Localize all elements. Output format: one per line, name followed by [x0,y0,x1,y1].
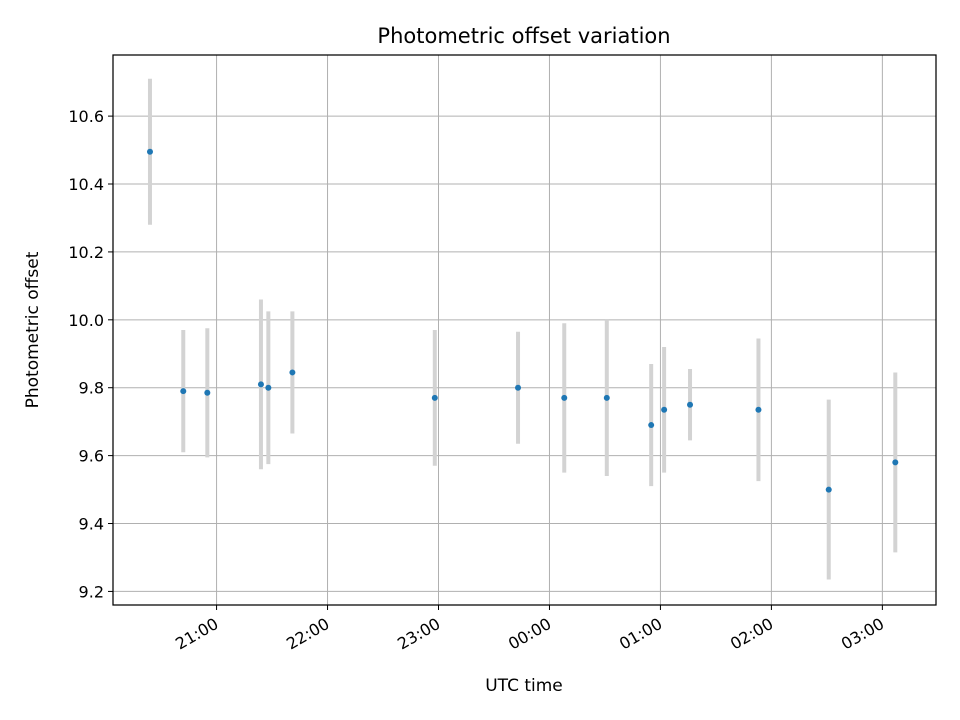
y-tick-label: 9.2 [79,582,104,601]
y-tick-label: 10.6 [68,107,104,126]
data-point [204,389,211,396]
y-axis-ticks: 9.2 9.4 9.6 9.8 10.0 10.2 10.4 10.6 [68,107,113,601]
x-axis-label: UTC time [485,676,563,696]
x-tick-label: 02:00 [727,614,776,654]
y-tick-label: 10.0 [68,311,104,330]
data-point [648,422,655,429]
data-point [515,384,522,391]
y-tick-label: 9.4 [79,515,104,534]
plot-frame [112,54,937,606]
data-point [289,369,296,376]
data-point [257,381,264,388]
grid-layer [113,55,936,605]
point-layer [146,148,899,493]
x-tick-label: 01:00 [616,614,665,654]
data-point [561,394,568,401]
data-point [431,394,438,401]
chart-title: Photometric offset variation [377,24,670,48]
y-tick-label: 10.4 [68,175,104,194]
data-point [180,388,187,395]
data-point [687,401,694,408]
data-point [265,384,272,391]
data-point [661,406,668,413]
data-point [603,394,610,401]
x-tick-label: 00:00 [505,614,554,654]
x-tick-label: 03:00 [838,614,887,654]
x-tick-label: 22:00 [283,614,332,654]
errorbar-layer [147,78,898,580]
data-point [755,406,762,413]
y-axis-label: Photometric offset [23,251,43,408]
y-tick-label: 9.8 [79,379,104,398]
data-point [146,148,153,155]
data-point [892,459,899,466]
x-tick-label: 23:00 [394,614,443,654]
y-tick-label: 9.6 [79,447,104,466]
x-tick-label: 21:00 [172,614,221,654]
y-tick-label: 10.2 [68,243,104,262]
data-point [825,486,832,493]
x-axis-ticks: 21:00 22:00 23:00 00:00 01:00 02:00 03:00 [172,605,887,654]
